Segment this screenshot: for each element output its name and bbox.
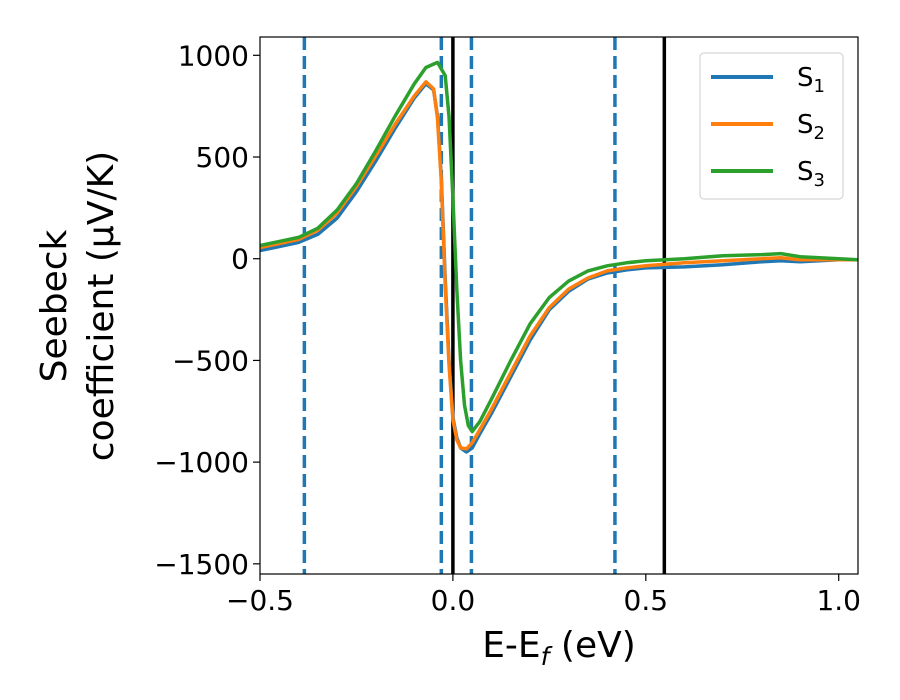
series-line-2 (260, 80, 858, 451)
y-axis: −1500 −1000 −500 0 500 1000 (154, 39, 260, 581)
series-line-1 (260, 82, 858, 454)
legend: S1 S2 S3 (699, 52, 844, 200)
x-tick-label: 0.0 (431, 584, 476, 617)
legend-label-2: S2 (797, 110, 825, 144)
x-axis-label: E-Ef (eV) (482, 625, 636, 671)
y-tick-label: 0 (231, 243, 249, 276)
y-tick-label: −500 (172, 344, 249, 377)
legend-label-3: S3 (797, 157, 825, 191)
x-tick-label: −0.5 (226, 584, 294, 617)
series-line-3 (260, 60, 858, 434)
x-tick-label: 0.5 (624, 584, 669, 617)
y-tick-label: 1000 (178, 39, 249, 72)
y-axis-label-line2: coefficient (μV/K) (81, 151, 122, 461)
y-axis-label: Seebeck coefficient (μV/K) (34, 151, 122, 461)
plot-frame (259, 36, 859, 575)
x-axis: −0.5 0.0 0.5 1.0 (226, 574, 861, 617)
legend-label-1: S1 (797, 63, 825, 97)
y-axis-label-line1: Seebeck (34, 229, 75, 382)
reference-lines (302, 37, 667, 574)
x-tick-label: 1.0 (816, 584, 861, 617)
y-tick-label: −1500 (154, 548, 249, 581)
series-lines (260, 60, 858, 454)
y-tick-label: 500 (196, 141, 249, 174)
y-tick-label: −1000 (154, 446, 249, 479)
